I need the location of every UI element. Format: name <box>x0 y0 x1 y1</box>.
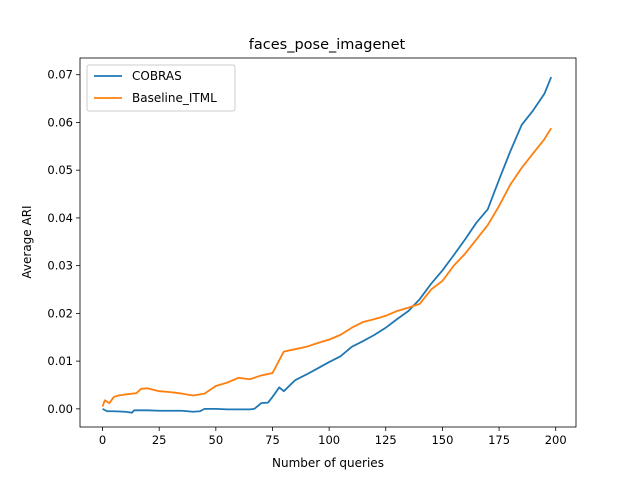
y-tick-label: 0.03 <box>47 259 73 273</box>
y-tick-label: 0.07 <box>47 68 73 82</box>
x-tick-label: 100 <box>318 433 340 447</box>
legend-label-baseline-itml: Baseline_ITML <box>132 91 217 105</box>
series-line-cobras <box>102 76 553 414</box>
y-tick-label: 0.06 <box>47 115 73 129</box>
y-axis: 0.00 0.01 0.02 0.03 0.04 0.05 0.06 0.07 <box>47 68 80 416</box>
plot-area <box>80 58 576 427</box>
x-tick-label: 125 <box>375 433 397 447</box>
x-axis-label: Number of queries <box>272 456 384 470</box>
y-tick-label: 0.01 <box>47 354 73 368</box>
y-tick-label: 0.04 <box>47 211 73 225</box>
x-tick-label: 175 <box>488 433 510 447</box>
series-line-baseline-itml <box>101 127 552 407</box>
legend: COBRAS Baseline_ITML <box>86 64 236 112</box>
x-tick-label: 200 <box>545 433 567 447</box>
x-tick-label: 50 <box>209 433 224 447</box>
y-tick-label: 0.02 <box>47 306 73 320</box>
x-tick-label: 75 <box>265 433 280 447</box>
x-axis: 0 25 50 75 100 125 150 175 200 <box>99 427 567 447</box>
x-tick-label: 25 <box>152 433 167 447</box>
plot-frame <box>79 57 577 428</box>
y-tick-label: 0.00 <box>47 402 73 416</box>
x-tick-label: 0 <box>99 433 106 447</box>
legend-box <box>86 64 236 112</box>
series-layer <box>101 76 553 414</box>
y-tick-label: 0.05 <box>47 163 73 177</box>
x-tick-label: 150 <box>431 433 453 447</box>
chart-title: faces_pose_imagenet <box>249 37 406 53</box>
legend-label-cobras: COBRAS <box>132 69 182 83</box>
y-axis-label: Average ARI <box>20 205 34 278</box>
